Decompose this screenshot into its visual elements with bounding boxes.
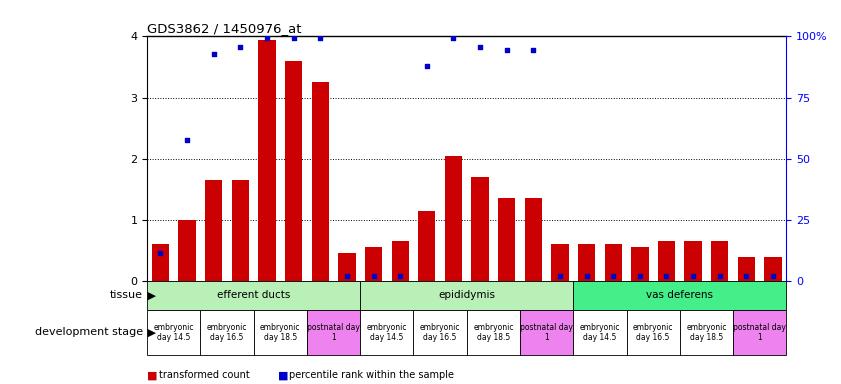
Bar [392, 241, 409, 281]
Bar [360, 310, 414, 355]
Bar [552, 244, 569, 281]
Bar [764, 257, 781, 281]
Point [766, 273, 780, 279]
Bar [627, 310, 680, 355]
Point [154, 250, 167, 257]
Point [473, 45, 487, 51]
Bar [445, 156, 462, 281]
Bar [152, 244, 169, 281]
Text: embryonic
day 14.5: embryonic day 14.5 [154, 323, 194, 342]
Text: epididymis: epididymis [438, 290, 495, 300]
Bar [418, 211, 436, 281]
Text: embryonic
day 18.5: embryonic day 18.5 [473, 323, 514, 342]
Bar [472, 177, 489, 281]
Point [739, 273, 753, 279]
Bar [685, 241, 701, 281]
Bar [365, 247, 382, 281]
Point [394, 273, 407, 279]
Point [500, 47, 513, 53]
Point [686, 273, 700, 279]
Bar [232, 180, 249, 281]
Bar [467, 310, 520, 355]
Bar [605, 244, 621, 281]
Bar [574, 281, 786, 310]
Point [367, 273, 380, 279]
Point [260, 35, 273, 41]
Point [314, 35, 327, 41]
Text: ▶: ▶ [144, 290, 156, 300]
Point [633, 273, 647, 279]
Point [659, 273, 673, 279]
Point [287, 35, 300, 41]
Text: embryonic
day 18.5: embryonic day 18.5 [686, 323, 727, 342]
Text: embryonic
day 14.5: embryonic day 14.5 [367, 323, 407, 342]
Text: embryonic
day 18.5: embryonic day 18.5 [260, 323, 300, 342]
Bar [632, 247, 648, 281]
Text: ■: ■ [278, 370, 288, 380]
Point [553, 273, 567, 279]
Text: embryonic
day 16.5: embryonic day 16.5 [420, 323, 460, 342]
Bar [711, 241, 728, 281]
Text: transformed count: transformed count [159, 370, 250, 380]
Bar [414, 310, 467, 355]
Text: embryonic
day 14.5: embryonic day 14.5 [579, 323, 620, 342]
Bar [498, 199, 516, 281]
Bar [738, 257, 755, 281]
Point [180, 137, 193, 144]
Bar [205, 180, 222, 281]
Bar [178, 220, 196, 281]
Text: development stage: development stage [34, 328, 143, 338]
Bar [360, 281, 574, 310]
Text: efferent ducts: efferent ducts [217, 290, 290, 300]
Bar [200, 310, 254, 355]
Text: postnatal day
1: postnatal day 1 [521, 323, 573, 342]
Point [207, 51, 220, 57]
Bar [578, 244, 595, 281]
Point [340, 273, 353, 279]
Bar [312, 82, 329, 281]
Bar [254, 310, 307, 355]
Text: percentile rank within the sample: percentile rank within the sample [289, 370, 454, 380]
Bar [307, 310, 360, 355]
Bar [658, 241, 675, 281]
Point [420, 63, 434, 69]
Bar [285, 61, 302, 281]
Point [606, 273, 620, 279]
Bar [147, 310, 200, 355]
Text: ▶: ▶ [144, 328, 156, 338]
Bar [338, 253, 356, 281]
Bar [147, 281, 360, 310]
Bar [680, 310, 733, 355]
Point [713, 273, 727, 279]
Text: ■: ■ [147, 370, 157, 380]
Point [579, 273, 593, 279]
Text: GDS3862 / 1450976_at: GDS3862 / 1450976_at [147, 22, 302, 35]
Point [447, 35, 460, 41]
Text: embryonic
day 16.5: embryonic day 16.5 [207, 323, 247, 342]
Bar [258, 40, 276, 281]
Text: postnatal day
1: postnatal day 1 [307, 323, 360, 342]
Bar [520, 310, 574, 355]
Point [234, 45, 247, 51]
Text: embryonic
day 16.5: embryonic day 16.5 [633, 323, 674, 342]
Text: vas deferens: vas deferens [646, 290, 713, 300]
Text: tissue: tissue [110, 290, 143, 300]
Bar [733, 310, 786, 355]
Point [526, 47, 540, 53]
Bar [574, 310, 627, 355]
Text: postnatal day
1: postnatal day 1 [733, 323, 786, 342]
Bar [525, 199, 542, 281]
